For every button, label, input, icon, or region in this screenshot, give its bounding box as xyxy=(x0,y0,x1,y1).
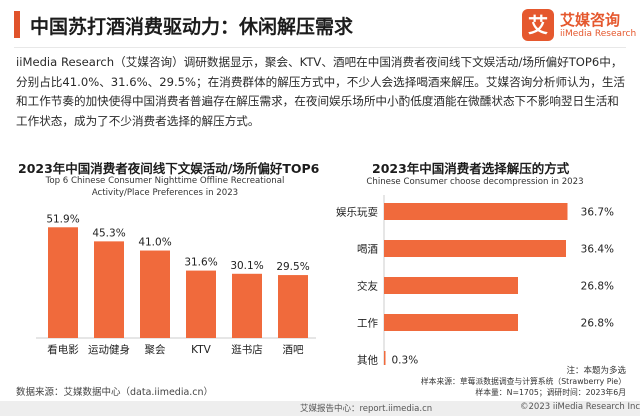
page-title: 中国苏打酒消费驱动力：休闲解压需求 xyxy=(30,16,354,38)
logo-name-cn: 艾媒咨询 xyxy=(560,11,621,29)
bar-2 xyxy=(140,250,170,338)
hbar-0 xyxy=(384,203,568,220)
hbar-value-label-3: 26.8% xyxy=(581,318,614,330)
intro-paragraph: iiMedia Research（艾媒咨询）调研数据显示，聚会、KTV、酒吧在中… xyxy=(16,55,626,128)
sample-source: 样本来源：草莓派数据调查与计算系统（Strawberry Pie） xyxy=(420,377,626,386)
right-bar-chart: 娱乐玩耍 36.7% 喝酒 36.4% 交友 26.8% 工作 26.8% 其他 0.3% xyxy=(336,195,614,366)
bar-0 xyxy=(48,227,78,338)
right-chart-subtitle: Chinese Consumer choose decompression in… xyxy=(366,177,584,187)
x-tick-label-4: 逛书店 xyxy=(231,343,263,356)
bar-4 xyxy=(232,273,262,338)
y-tick-label-1: 喝酒 xyxy=(357,243,378,256)
hbar-value-label-4: 0.3% xyxy=(392,355,419,366)
x-tick-label-3: KTV xyxy=(191,344,211,356)
sample-size: 样本量：N=1705；调研时间：2023年6月 xyxy=(475,388,626,397)
bar-1 xyxy=(94,241,124,338)
data-source: 数据来源：艾媒数据中心（data.iimedia.cn） xyxy=(16,387,214,398)
left-bar-chart: 51.9% 看电影 45.3% 运动健身 41.0% 聚会 31.6% KTV 30.1% 逛书店… xyxy=(36,213,316,356)
x-tick-label-0: 看电影 xyxy=(47,343,79,356)
page-header: 中国苏打酒消费驱动力：休闲解压需求 艾 艾媒咨询 iiMedia Researc… xyxy=(0,0,640,48)
right-chart-title: 2023年中国消费者选择解压的方式 xyxy=(372,161,570,176)
header-divider xyxy=(14,47,626,48)
sample-info: 样本来源：草莓派数据调查与计算系统（Strawberry Pie） 样本量：N=… xyxy=(366,376,626,398)
hbar-value-label-0: 36.7% xyxy=(581,207,614,219)
hbar-value-label-2: 26.8% xyxy=(581,281,614,293)
hbar-3 xyxy=(384,314,518,331)
hbar-value-label-1: 36.4% xyxy=(581,244,614,256)
y-tick-label-2: 交友 xyxy=(357,280,378,293)
brand-logo: 艾 艾媒咨询 iiMedia Research xyxy=(522,9,637,43)
hbar-2 xyxy=(384,277,518,294)
bar-value-label-2: 41.0% xyxy=(138,237,171,249)
bar-5 xyxy=(278,275,308,338)
left-chart-subtitle: Top 6 Chinese Consumer Nighttime Offline… xyxy=(45,176,285,198)
report-center-link[interactable]: 艾媒报告中心：report.iimedia.cn xyxy=(300,404,433,414)
hbar-1 xyxy=(384,240,566,257)
title-accent-bar xyxy=(14,11,20,38)
logo-name-en: iiMedia Research xyxy=(560,29,637,39)
bar-value-label-0: 51.9% xyxy=(46,213,79,225)
bar-value-label-3: 31.6% xyxy=(184,257,217,269)
bar-3 xyxy=(186,270,216,338)
x-tick-label-1: 运动健身 xyxy=(88,343,130,356)
bar-value-label-5: 29.5% xyxy=(276,261,309,273)
x-tick-label-2: 聚会 xyxy=(145,343,166,356)
y-tick-label-4: 其他 xyxy=(357,354,378,366)
page-footer: 艾媒报告中心：report.iimedia.cn ©2023 iiMedia R… xyxy=(0,401,640,416)
hbar-4 xyxy=(384,351,386,365)
logo-mark-icon: 艾 xyxy=(522,9,554,41)
copyright: ©2023 iiMedia Research Inc xyxy=(520,402,640,412)
left-chart-title: 2023年中国消费者夜间线下文娱活动/场所偏好TOP6 xyxy=(18,161,320,176)
bar-value-label-1: 45.3% xyxy=(92,227,125,239)
x-tick-label-5: 酒吧 xyxy=(283,343,304,356)
bar-value-label-4: 30.1% xyxy=(230,260,263,272)
y-tick-label-0: 娱乐玩耍 xyxy=(336,206,378,219)
y-tick-label-3: 工作 xyxy=(357,318,378,330)
multi-choice-note: 注：本题为多选 xyxy=(566,366,626,376)
